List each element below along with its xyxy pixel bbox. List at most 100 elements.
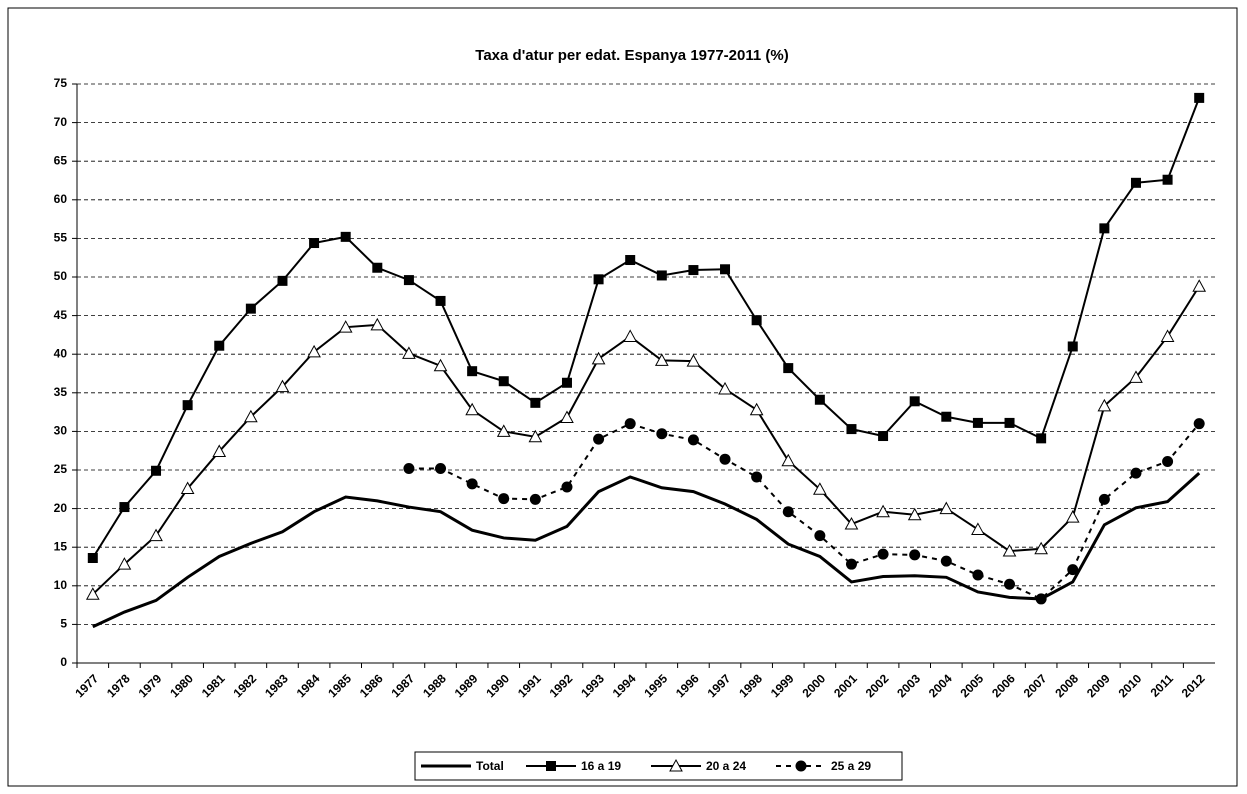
- marker: [85, 587, 100, 600]
- marker: [783, 363, 794, 374]
- marker: [1192, 279, 1207, 292]
- marker: [814, 394, 825, 405]
- marker: [941, 411, 952, 422]
- marker: [1193, 418, 1205, 430]
- marker: [117, 557, 132, 570]
- marker: [1067, 564, 1079, 576]
- marker: [496, 424, 511, 437]
- marker: [624, 418, 636, 430]
- marker: [561, 377, 572, 388]
- marker: [546, 761, 556, 771]
- marker: [656, 428, 668, 440]
- marker: [1162, 174, 1173, 185]
- y-tick-label: 70: [54, 115, 68, 129]
- series-line: [408, 422, 1200, 601]
- marker: [467, 366, 478, 377]
- y-tick-label: 20: [54, 501, 68, 515]
- marker: [402, 346, 416, 359]
- marker: [1129, 370, 1143, 383]
- marker: [972, 417, 983, 428]
- marker: [277, 275, 288, 286]
- marker: [591, 351, 606, 365]
- marker: [1034, 541, 1048, 555]
- marker: [593, 274, 604, 285]
- marker: [87, 553, 98, 564]
- marker: [877, 548, 889, 560]
- marker: [338, 320, 353, 333]
- marker: [498, 493, 510, 505]
- marker: [749, 402, 764, 416]
- marker: [782, 506, 794, 518]
- series-line: [92, 471, 1201, 629]
- marker: [687, 434, 699, 446]
- marker: [309, 238, 320, 249]
- y-tick-label: 10: [54, 578, 68, 592]
- marker: [151, 465, 162, 476]
- y-tick-label: 40: [54, 346, 68, 360]
- marker: [1004, 417, 1015, 428]
- marker: [814, 530, 826, 542]
- y-tick-label: 15: [54, 539, 68, 553]
- y-tick-label: 30: [54, 424, 68, 438]
- marker: [435, 462, 447, 474]
- marker: [1065, 510, 1080, 523]
- marker: [845, 558, 857, 570]
- marker: [1002, 544, 1017, 557]
- chart-title: Taxa d'atur per edat. Espanya 1977-2011 …: [475, 47, 788, 64]
- marker: [846, 424, 857, 435]
- chart-border: [7, 7, 1238, 787]
- marker: [119, 502, 130, 513]
- marker: [1067, 341, 1078, 352]
- marker: [560, 410, 574, 424]
- y-tick-label: 0: [60, 655, 67, 669]
- marker: [372, 262, 383, 273]
- marker: [795, 760, 807, 772]
- marker: [909, 549, 921, 561]
- marker: [844, 516, 859, 530]
- marker: [909, 396, 920, 407]
- marker: [876, 504, 890, 518]
- y-tick-label: 55: [54, 231, 68, 245]
- legend-label: Total: [476, 759, 504, 773]
- marker: [718, 381, 732, 395]
- marker: [403, 462, 415, 474]
- marker: [275, 379, 290, 393]
- marker: [1194, 92, 1205, 103]
- y-tick-label: 5: [60, 617, 67, 631]
- marker: [466, 478, 478, 490]
- marker: [686, 354, 701, 367]
- y-tick-label: 75: [54, 76, 68, 90]
- marker: [972, 569, 984, 581]
- marker: [593, 433, 605, 445]
- marker: [1004, 578, 1016, 590]
- marker: [561, 481, 573, 493]
- legend-label: 16 a 19: [581, 759, 621, 773]
- y-tick-label: 25: [54, 462, 68, 476]
- marker: [940, 555, 952, 567]
- y-tick-label: 35: [54, 385, 68, 399]
- marker: [1162, 456, 1174, 468]
- marker: [529, 493, 541, 505]
- marker: [971, 522, 985, 535]
- marker: [1160, 329, 1175, 342]
- marker: [498, 376, 509, 387]
- marker: [654, 353, 669, 366]
- marker: [719, 453, 731, 465]
- marker: [878, 431, 889, 442]
- marker: [340, 231, 351, 242]
- marker: [907, 507, 922, 521]
- marker: [781, 453, 796, 467]
- y-tick-label: 50: [54, 269, 68, 283]
- y-tick-label: 65: [54, 153, 68, 167]
- marker: [214, 340, 225, 351]
- marker: [465, 402, 479, 416]
- marker: [307, 344, 321, 358]
- marker: [751, 471, 763, 483]
- marker: [370, 317, 385, 331]
- marker: [403, 275, 414, 286]
- marker: [720, 264, 731, 275]
- marker: [528, 429, 543, 443]
- y-tick-label: 60: [54, 192, 68, 206]
- marker: [433, 358, 448, 372]
